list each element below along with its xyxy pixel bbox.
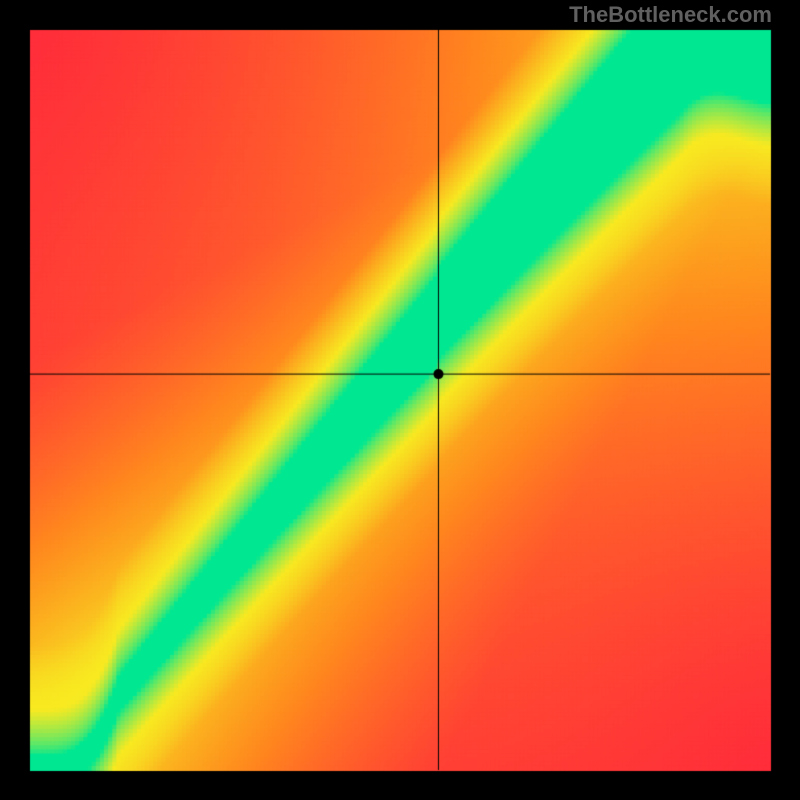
chart-container: TheBottleneck.com — [0, 0, 800, 800]
bottleneck-heatmap — [0, 0, 800, 800]
watermark-text: TheBottleneck.com — [569, 2, 772, 28]
